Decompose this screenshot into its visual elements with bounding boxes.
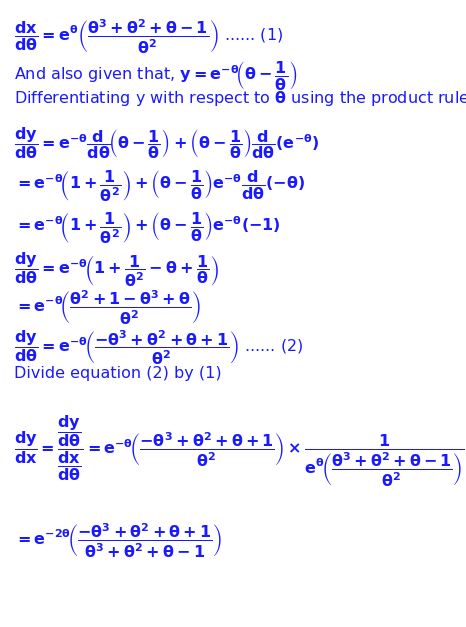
Text: $\mathbf{= e^{-\theta}\!\left(\dfrac{\theta^2 + 1 - \theta^3 + \theta}{\theta^2}: $\mathbf{= e^{-\theta}\!\left(\dfrac{\th… <box>14 288 201 327</box>
Text: $\mathbf{\dfrac{dy}{dx} = \dfrac{\dfrac{dy}{d\theta}}{\dfrac{dx}{d\theta}} = e^{: $\mathbf{\dfrac{dy}{dx} = \dfrac{\dfrac{… <box>14 414 465 489</box>
Text: $\mathbf{\dfrac{dy}{d\theta} = e^{-\theta}\!\left(1 + \dfrac{1}{\theta^2} - \the: $\mathbf{\dfrac{dy}{d\theta} = e^{-\thet… <box>14 251 219 290</box>
Text: Divide equation (2) by (1): Divide equation (2) by (1) <box>14 366 222 381</box>
Text: And also given that, $\mathbf{y = e^{-\theta}\!\left(\theta - \dfrac{1}{\theta}\: And also given that, $\mathbf{y = e^{-\t… <box>14 59 297 92</box>
Text: Differentiating y with respect to $\mathbf{\theta}$ using the product rule,: Differentiating y with respect to $\math… <box>14 89 466 108</box>
Text: $\mathbf{= e^{-\theta}\!\left(1 + \dfrac{1}{\theta^2}\right) + \left(\theta - \d: $\mathbf{= e^{-\theta}\!\left(1 + \dfrac… <box>14 168 305 204</box>
Text: $\mathbf{= e^{-\theta}\!\left(1 + \dfrac{1}{\theta^2}\right) + \left(\theta - \d: $\mathbf{= e^{-\theta}\!\left(1 + \dfrac… <box>14 210 281 246</box>
Text: $\mathbf{\dfrac{dy}{d\theta} = e^{-\theta}\dfrac{d}{d\theta}\!\left(\theta - \df: $\mathbf{\dfrac{dy}{d\theta} = e^{-\thet… <box>14 125 319 161</box>
Text: $\mathbf{\dfrac{dy}{d\theta} = e^{-\theta}\!\left(\dfrac{-\theta^3+\theta^2+\the: $\mathbf{\dfrac{dy}{d\theta} = e^{-\thet… <box>14 328 303 367</box>
Text: $\mathbf{= e^{-2\theta}\!\left(\dfrac{-\theta^3 + \theta^2 + \theta + 1}{\theta^: $\mathbf{= e^{-2\theta}\!\left(\dfrac{-\… <box>14 522 222 560</box>
Text: $\mathbf{\dfrac{dx}{d\theta} = e^{\theta}\left(\dfrac{\theta^3+\theta^2+\theta-1: $\mathbf{\dfrac{dx}{d\theta} = e^{\theta… <box>14 18 283 56</box>
